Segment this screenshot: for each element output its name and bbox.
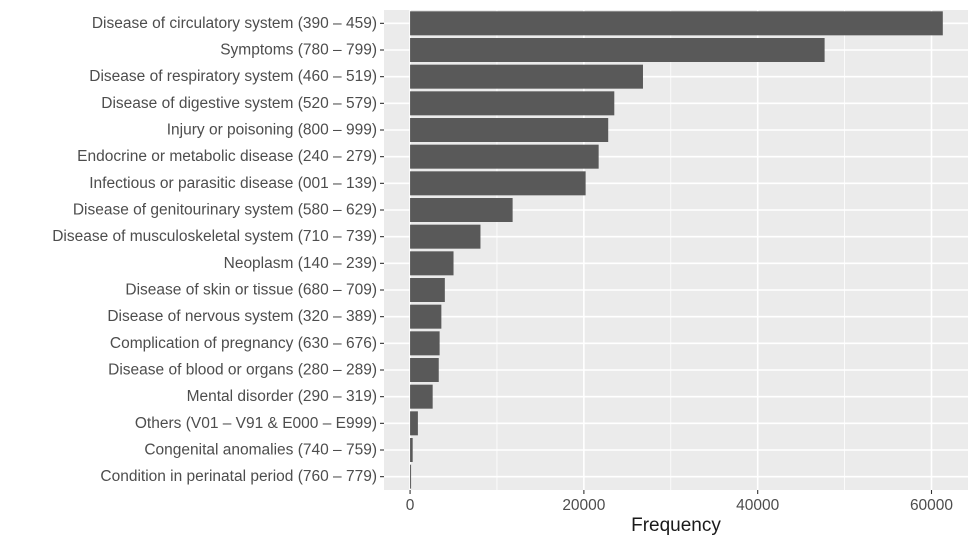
category-label: Congenital anomalies (740 – 759): [144, 442, 377, 459]
bar: [410, 411, 418, 436]
category-label: Disease of circulatory system (390 – 459…: [92, 15, 377, 32]
bar: [410, 64, 643, 89]
bar: [410, 251, 454, 276]
bar: [410, 278, 445, 302]
bar: [410, 118, 609, 142]
plot-panel: [384, 10, 968, 490]
bar: [410, 384, 433, 409]
bar: [410, 358, 439, 382]
category-label: Condition in perinatal period (760 – 779…: [100, 468, 377, 485]
minor-gridlines: [496, 10, 845, 490]
category-label: Disease of genitourinary system (580 – 6…: [73, 202, 377, 219]
category-label: Neoplasm (140 – 239): [224, 255, 377, 272]
bar: [410, 331, 440, 356]
bar: [410, 171, 586, 196]
bar: [410, 91, 615, 116]
category-label: Complication of pregnancy (630 – 676): [110, 335, 377, 352]
bars: [410, 11, 943, 489]
category-label: Infectious or parasitic disease (001 – 1…: [89, 175, 377, 192]
category-label: Symptoms (780 – 799): [220, 42, 377, 59]
category-label: Disease of blood or organs (280 – 289): [108, 362, 377, 379]
x-axis: 0 20000 40000 60000: [406, 490, 953, 514]
x-axis-title: Frequency: [631, 515, 721, 536]
bar: [410, 304, 442, 329]
bar: [410, 464, 412, 489]
x-tick-label: 0: [406, 497, 415, 514]
category-label: Endocrine or metabolic disease (240 – 27…: [77, 148, 377, 165]
bar: [410, 438, 413, 462]
x-tick-label: 40000: [736, 497, 779, 514]
category-label: Disease of skin or tissue (680 – 709): [125, 282, 377, 299]
y-axis: Disease of circulatory system (390 – 459…: [52, 15, 384, 485]
x-tick-label: 20000: [562, 497, 605, 514]
bar: [410, 11, 943, 36]
bar: [410, 38, 825, 62]
category-label: Injury or poisoning (800 – 999): [167, 122, 377, 139]
category-label: Disease of musculoskeletal system (710 –…: [52, 228, 377, 245]
category-label: Others (V01 – V91 & E000 – E999): [135, 415, 377, 432]
bar: [410, 224, 481, 249]
category-label: Disease of nervous system (320 – 389): [107, 308, 377, 325]
category-label: Mental disorder (290 – 319): [187, 388, 377, 405]
bar: [410, 144, 599, 169]
x-tick-label: 60000: [910, 497, 953, 514]
bar: [410, 198, 513, 222]
category-label: Disease of respiratory system (460 – 519…: [89, 68, 377, 85]
category-label: Disease of digestive system (520 – 579): [101, 95, 377, 112]
